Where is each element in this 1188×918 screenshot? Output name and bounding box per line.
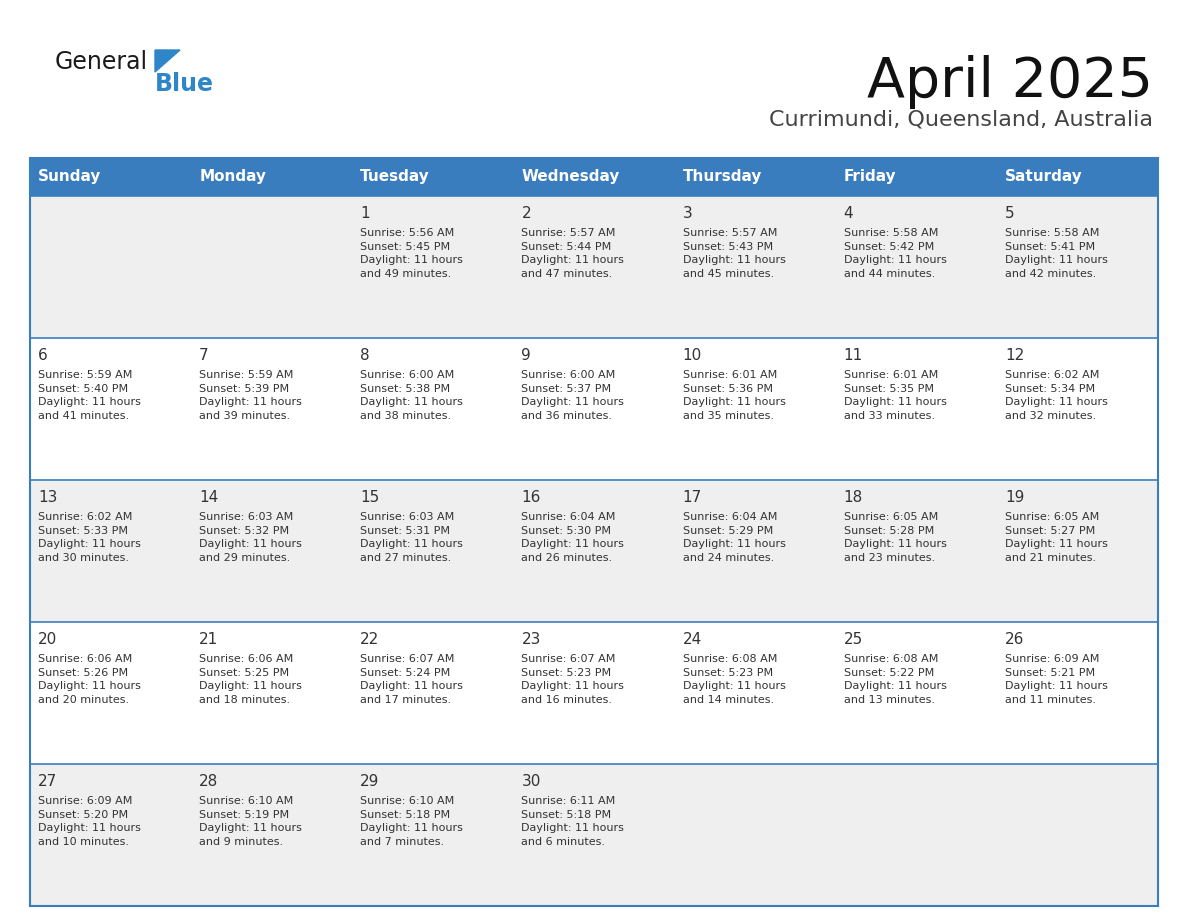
Text: 28: 28 xyxy=(200,774,219,789)
Text: Sunrise: 6:05 AM
Sunset: 5:28 PM
Daylight: 11 hours
and 23 minutes.: Sunrise: 6:05 AM Sunset: 5:28 PM Dayligh… xyxy=(843,512,947,563)
Text: Blue: Blue xyxy=(154,72,214,96)
Text: Currimundi, Queensland, Australia: Currimundi, Queensland, Australia xyxy=(769,110,1154,130)
Text: 14: 14 xyxy=(200,490,219,505)
Bar xyxy=(30,622,1158,764)
Text: 16: 16 xyxy=(522,490,541,505)
Text: Thursday: Thursday xyxy=(683,170,762,185)
Text: 20: 20 xyxy=(38,632,57,647)
Text: 15: 15 xyxy=(360,490,379,505)
Text: 27: 27 xyxy=(38,774,57,789)
Text: 29: 29 xyxy=(360,774,380,789)
Text: Sunrise: 5:57 AM
Sunset: 5:44 PM
Daylight: 11 hours
and 47 minutes.: Sunrise: 5:57 AM Sunset: 5:44 PM Dayligh… xyxy=(522,228,625,279)
Text: 11: 11 xyxy=(843,348,862,363)
Text: 23: 23 xyxy=(522,632,541,647)
Text: 24: 24 xyxy=(683,632,702,647)
Text: Sunrise: 6:03 AM
Sunset: 5:32 PM
Daylight: 11 hours
and 29 minutes.: Sunrise: 6:03 AM Sunset: 5:32 PM Dayligh… xyxy=(200,512,302,563)
Text: 17: 17 xyxy=(683,490,702,505)
Text: 25: 25 xyxy=(843,632,862,647)
Text: 2: 2 xyxy=(522,206,531,221)
Text: April 2025: April 2025 xyxy=(867,55,1154,109)
Text: Sunrise: 6:01 AM
Sunset: 5:36 PM
Daylight: 11 hours
and 35 minutes.: Sunrise: 6:01 AM Sunset: 5:36 PM Dayligh… xyxy=(683,370,785,420)
Text: 19: 19 xyxy=(1005,490,1024,505)
Text: 3: 3 xyxy=(683,206,693,221)
Text: General: General xyxy=(55,50,148,74)
Text: 9: 9 xyxy=(522,348,531,363)
Text: Sunrise: 6:02 AM
Sunset: 5:34 PM
Daylight: 11 hours
and 32 minutes.: Sunrise: 6:02 AM Sunset: 5:34 PM Dayligh… xyxy=(1005,370,1107,420)
Text: Sunrise: 6:07 AM
Sunset: 5:24 PM
Daylight: 11 hours
and 17 minutes.: Sunrise: 6:07 AM Sunset: 5:24 PM Dayligh… xyxy=(360,654,463,705)
Text: 18: 18 xyxy=(843,490,862,505)
Text: Sunrise: 6:02 AM
Sunset: 5:33 PM
Daylight: 11 hours
and 30 minutes.: Sunrise: 6:02 AM Sunset: 5:33 PM Dayligh… xyxy=(38,512,141,563)
Text: 1: 1 xyxy=(360,206,369,221)
Text: Sunrise: 6:08 AM
Sunset: 5:23 PM
Daylight: 11 hours
and 14 minutes.: Sunrise: 6:08 AM Sunset: 5:23 PM Dayligh… xyxy=(683,654,785,705)
Text: Tuesday: Tuesday xyxy=(360,170,430,185)
Text: Sunrise: 6:04 AM
Sunset: 5:30 PM
Daylight: 11 hours
and 26 minutes.: Sunrise: 6:04 AM Sunset: 5:30 PM Dayligh… xyxy=(522,512,625,563)
Text: 22: 22 xyxy=(360,632,379,647)
Text: 8: 8 xyxy=(360,348,369,363)
Text: Sunrise: 6:06 AM
Sunset: 5:25 PM
Daylight: 11 hours
and 18 minutes.: Sunrise: 6:06 AM Sunset: 5:25 PM Dayligh… xyxy=(200,654,302,705)
Text: Sunrise: 6:09 AM
Sunset: 5:20 PM
Daylight: 11 hours
and 10 minutes.: Sunrise: 6:09 AM Sunset: 5:20 PM Dayligh… xyxy=(38,796,141,846)
Text: Sunrise: 6:05 AM
Sunset: 5:27 PM
Daylight: 11 hours
and 21 minutes.: Sunrise: 6:05 AM Sunset: 5:27 PM Dayligh… xyxy=(1005,512,1107,563)
Text: Sunrise: 6:06 AM
Sunset: 5:26 PM
Daylight: 11 hours
and 20 minutes.: Sunrise: 6:06 AM Sunset: 5:26 PM Dayligh… xyxy=(38,654,141,705)
Text: Sunrise: 5:58 AM
Sunset: 5:41 PM
Daylight: 11 hours
and 42 minutes.: Sunrise: 5:58 AM Sunset: 5:41 PM Dayligh… xyxy=(1005,228,1107,279)
Bar xyxy=(30,764,1158,906)
Text: Sunrise: 5:57 AM
Sunset: 5:43 PM
Daylight: 11 hours
and 45 minutes.: Sunrise: 5:57 AM Sunset: 5:43 PM Dayligh… xyxy=(683,228,785,279)
Text: Sunrise: 6:03 AM
Sunset: 5:31 PM
Daylight: 11 hours
and 27 minutes.: Sunrise: 6:03 AM Sunset: 5:31 PM Dayligh… xyxy=(360,512,463,563)
Text: Monday: Monday xyxy=(200,170,266,185)
Text: 21: 21 xyxy=(200,632,219,647)
Text: 6: 6 xyxy=(38,348,48,363)
Text: Saturday: Saturday xyxy=(1005,170,1082,185)
Text: Sunrise: 5:58 AM
Sunset: 5:42 PM
Daylight: 11 hours
and 44 minutes.: Sunrise: 5:58 AM Sunset: 5:42 PM Dayligh… xyxy=(843,228,947,279)
Text: Sunrise: 6:00 AM
Sunset: 5:37 PM
Daylight: 11 hours
and 36 minutes.: Sunrise: 6:00 AM Sunset: 5:37 PM Dayligh… xyxy=(522,370,625,420)
Text: Sunrise: 6:11 AM
Sunset: 5:18 PM
Daylight: 11 hours
and 6 minutes.: Sunrise: 6:11 AM Sunset: 5:18 PM Dayligh… xyxy=(522,796,625,846)
Text: Sunrise: 6:01 AM
Sunset: 5:35 PM
Daylight: 11 hours
and 33 minutes.: Sunrise: 6:01 AM Sunset: 5:35 PM Dayligh… xyxy=(843,370,947,420)
Bar xyxy=(30,196,1158,338)
Bar xyxy=(30,158,1158,906)
Text: 13: 13 xyxy=(38,490,57,505)
Text: 10: 10 xyxy=(683,348,702,363)
Bar xyxy=(30,158,1158,196)
Text: Wednesday: Wednesday xyxy=(522,170,620,185)
Text: Sunday: Sunday xyxy=(38,170,101,185)
Bar xyxy=(30,480,1158,622)
Text: Sunrise: 6:04 AM
Sunset: 5:29 PM
Daylight: 11 hours
and 24 minutes.: Sunrise: 6:04 AM Sunset: 5:29 PM Dayligh… xyxy=(683,512,785,563)
Text: Sunrise: 5:59 AM
Sunset: 5:40 PM
Daylight: 11 hours
and 41 minutes.: Sunrise: 5:59 AM Sunset: 5:40 PM Dayligh… xyxy=(38,370,141,420)
Text: 5: 5 xyxy=(1005,206,1015,221)
Text: Sunrise: 5:59 AM
Sunset: 5:39 PM
Daylight: 11 hours
and 39 minutes.: Sunrise: 5:59 AM Sunset: 5:39 PM Dayligh… xyxy=(200,370,302,420)
Text: Friday: Friday xyxy=(843,170,896,185)
Text: Sunrise: 5:56 AM
Sunset: 5:45 PM
Daylight: 11 hours
and 49 minutes.: Sunrise: 5:56 AM Sunset: 5:45 PM Dayligh… xyxy=(360,228,463,279)
Text: 30: 30 xyxy=(522,774,541,789)
Polygon shape xyxy=(154,50,181,72)
Text: Sunrise: 6:07 AM
Sunset: 5:23 PM
Daylight: 11 hours
and 16 minutes.: Sunrise: 6:07 AM Sunset: 5:23 PM Dayligh… xyxy=(522,654,625,705)
Bar xyxy=(30,338,1158,480)
Text: Sunrise: 6:00 AM
Sunset: 5:38 PM
Daylight: 11 hours
and 38 minutes.: Sunrise: 6:00 AM Sunset: 5:38 PM Dayligh… xyxy=(360,370,463,420)
Text: Sunrise: 6:09 AM
Sunset: 5:21 PM
Daylight: 11 hours
and 11 minutes.: Sunrise: 6:09 AM Sunset: 5:21 PM Dayligh… xyxy=(1005,654,1107,705)
Text: Sunrise: 6:08 AM
Sunset: 5:22 PM
Daylight: 11 hours
and 13 minutes.: Sunrise: 6:08 AM Sunset: 5:22 PM Dayligh… xyxy=(843,654,947,705)
Text: 26: 26 xyxy=(1005,632,1024,647)
Text: 4: 4 xyxy=(843,206,853,221)
Text: 12: 12 xyxy=(1005,348,1024,363)
Text: Sunrise: 6:10 AM
Sunset: 5:19 PM
Daylight: 11 hours
and 9 minutes.: Sunrise: 6:10 AM Sunset: 5:19 PM Dayligh… xyxy=(200,796,302,846)
Text: Sunrise: 6:10 AM
Sunset: 5:18 PM
Daylight: 11 hours
and 7 minutes.: Sunrise: 6:10 AM Sunset: 5:18 PM Dayligh… xyxy=(360,796,463,846)
Text: 7: 7 xyxy=(200,348,209,363)
